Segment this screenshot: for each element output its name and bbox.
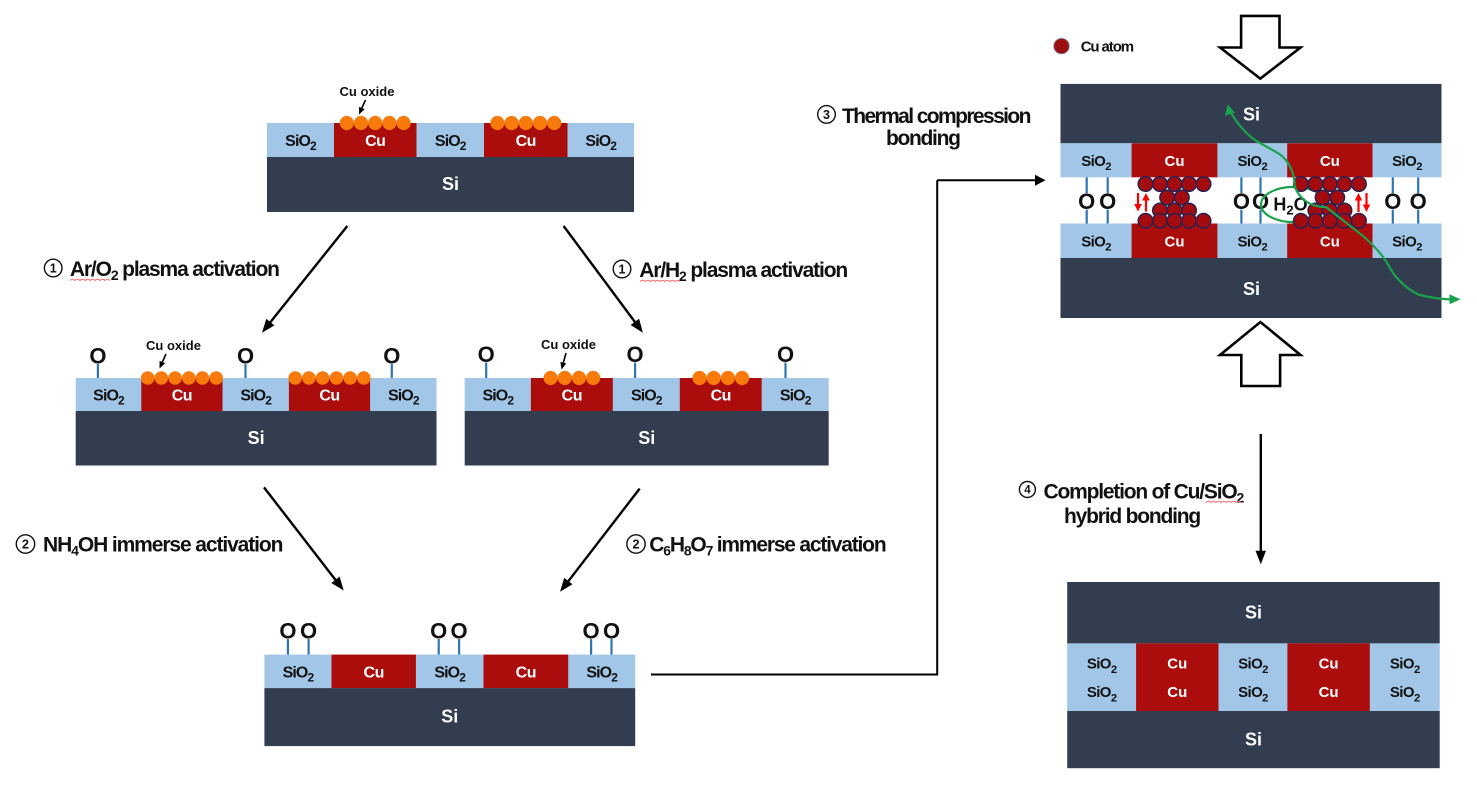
svg-text:Si: Si [248,428,265,448]
svg-text:SiO2: SiO2 [1390,656,1420,676]
svg-text:SiO2: SiO2 [240,388,272,408]
svg-text:Cu: Cu [365,133,385,150]
svg-text:NH4OH immerse activation: NH4OH immerse activation [43,534,283,559]
svg-text:SiO2: SiO2 [780,388,812,408]
svg-text:hybrid bonding: hybrid bonding [1064,505,1200,528]
svg-text:Cu: Cu [516,664,536,681]
svg-text:SiO2: SiO2 [285,133,317,153]
svg-text:Cu: Cu [711,388,731,405]
svg-text:SiO2: SiO2 [631,388,663,408]
svg-text:SiO2: SiO2 [1081,153,1111,173]
svg-text:SiO2: SiO2 [434,664,466,684]
svg-text:Cu oxide: Cu oxide [340,84,395,99]
svg-text:Si: Si [1245,603,1262,623]
svg-text:O: O [1233,189,1250,214]
svg-text:O: O [300,618,317,643]
svg-text:4: 4 [1024,485,1031,497]
svg-text:SiO2: SiO2 [585,133,617,153]
svg-text:SiO2: SiO2 [586,664,618,684]
svg-text:2: 2 [22,538,29,552]
svg-text:Ar/O2 plasma activation: Ar/O2 plasma activation [70,258,279,283]
svg-text:Cu oxide: Cu oxide [541,337,596,352]
svg-text:Cu: Cu [1320,153,1340,170]
svg-text:Si: Si [441,707,458,727]
svg-text:SiO2: SiO2 [482,388,514,408]
svg-text:Si: Si [442,174,459,194]
svg-text:SiO2: SiO2 [1237,153,1267,173]
svg-text:2: 2 [633,538,640,552]
svg-text:O: O [1410,189,1427,214]
svg-text:Si: Si [1245,730,1262,750]
svg-text:bonding: bonding [886,127,960,150]
svg-text:Cu: Cu [319,388,339,405]
svg-text:Cu: Cu [1319,684,1339,701]
svg-text:O: O [451,618,468,643]
svg-text:Thermal compression: Thermal compression [842,105,1031,128]
svg-text:O: O [1078,189,1095,214]
svg-text:SiO2: SiO2 [1392,153,1422,173]
svg-text:Cu: Cu [1165,233,1185,250]
svg-text:O: O [627,342,644,367]
svg-text:SiO2: SiO2 [435,133,467,153]
svg-text:SiO2: SiO2 [1238,684,1268,704]
svg-text:O: O [583,618,600,643]
svg-text:Cu: Cu [1167,684,1187,701]
svg-text:Cu: Cu [1167,656,1187,673]
svg-text:O: O [237,343,254,368]
svg-text:1: 1 [50,262,57,276]
svg-text:Cu: Cu [1319,656,1339,673]
svg-text:SiO2: SiO2 [1081,233,1111,253]
svg-text:O: O [1099,189,1116,214]
svg-text:Cu oxide: Cu oxide [146,338,201,353]
svg-text:O: O [279,618,296,643]
svg-text:O: O [603,618,620,643]
svg-text:O: O [89,343,106,368]
svg-text:Cu: Cu [1320,233,1340,250]
svg-text:SiO2: SiO2 [1237,233,1267,253]
svg-text:Si: Si [638,428,655,448]
svg-text:Cu: Cu [364,664,384,681]
svg-text:Ar/H2 plasma activation: Ar/H2 plasma activation [639,259,847,284]
svg-text:SiO2: SiO2 [1087,656,1117,676]
svg-text:SiO2: SiO2 [283,664,315,684]
svg-text:SiO2: SiO2 [388,388,420,408]
svg-text:O: O [777,342,794,367]
svg-text:Cu: Cu [562,388,582,405]
svg-text:3: 3 [823,108,830,122]
svg-text:Cu: Cu [1165,153,1185,170]
svg-text:O: O [430,618,447,643]
svg-text:SiO2: SiO2 [1238,656,1268,676]
svg-text:SiO2: SiO2 [93,388,125,408]
svg-text:Si: Si [1243,105,1260,125]
svg-text:SiO2: SiO2 [1390,684,1420,704]
svg-text:Cu: Cu [516,133,536,150]
svg-text:O: O [478,342,495,367]
svg-text:Si: Si [1243,279,1260,299]
svg-text:SiO2: SiO2 [1392,233,1422,253]
svg-text:O: O [1384,189,1401,214]
svg-text:SiO2: SiO2 [1087,684,1117,704]
svg-text:Cu: Cu [172,388,192,405]
svg-text:O: O [383,343,400,368]
svg-text:1: 1 [619,263,626,277]
svg-text:Cu atom: Cu atom [1081,39,1134,56]
